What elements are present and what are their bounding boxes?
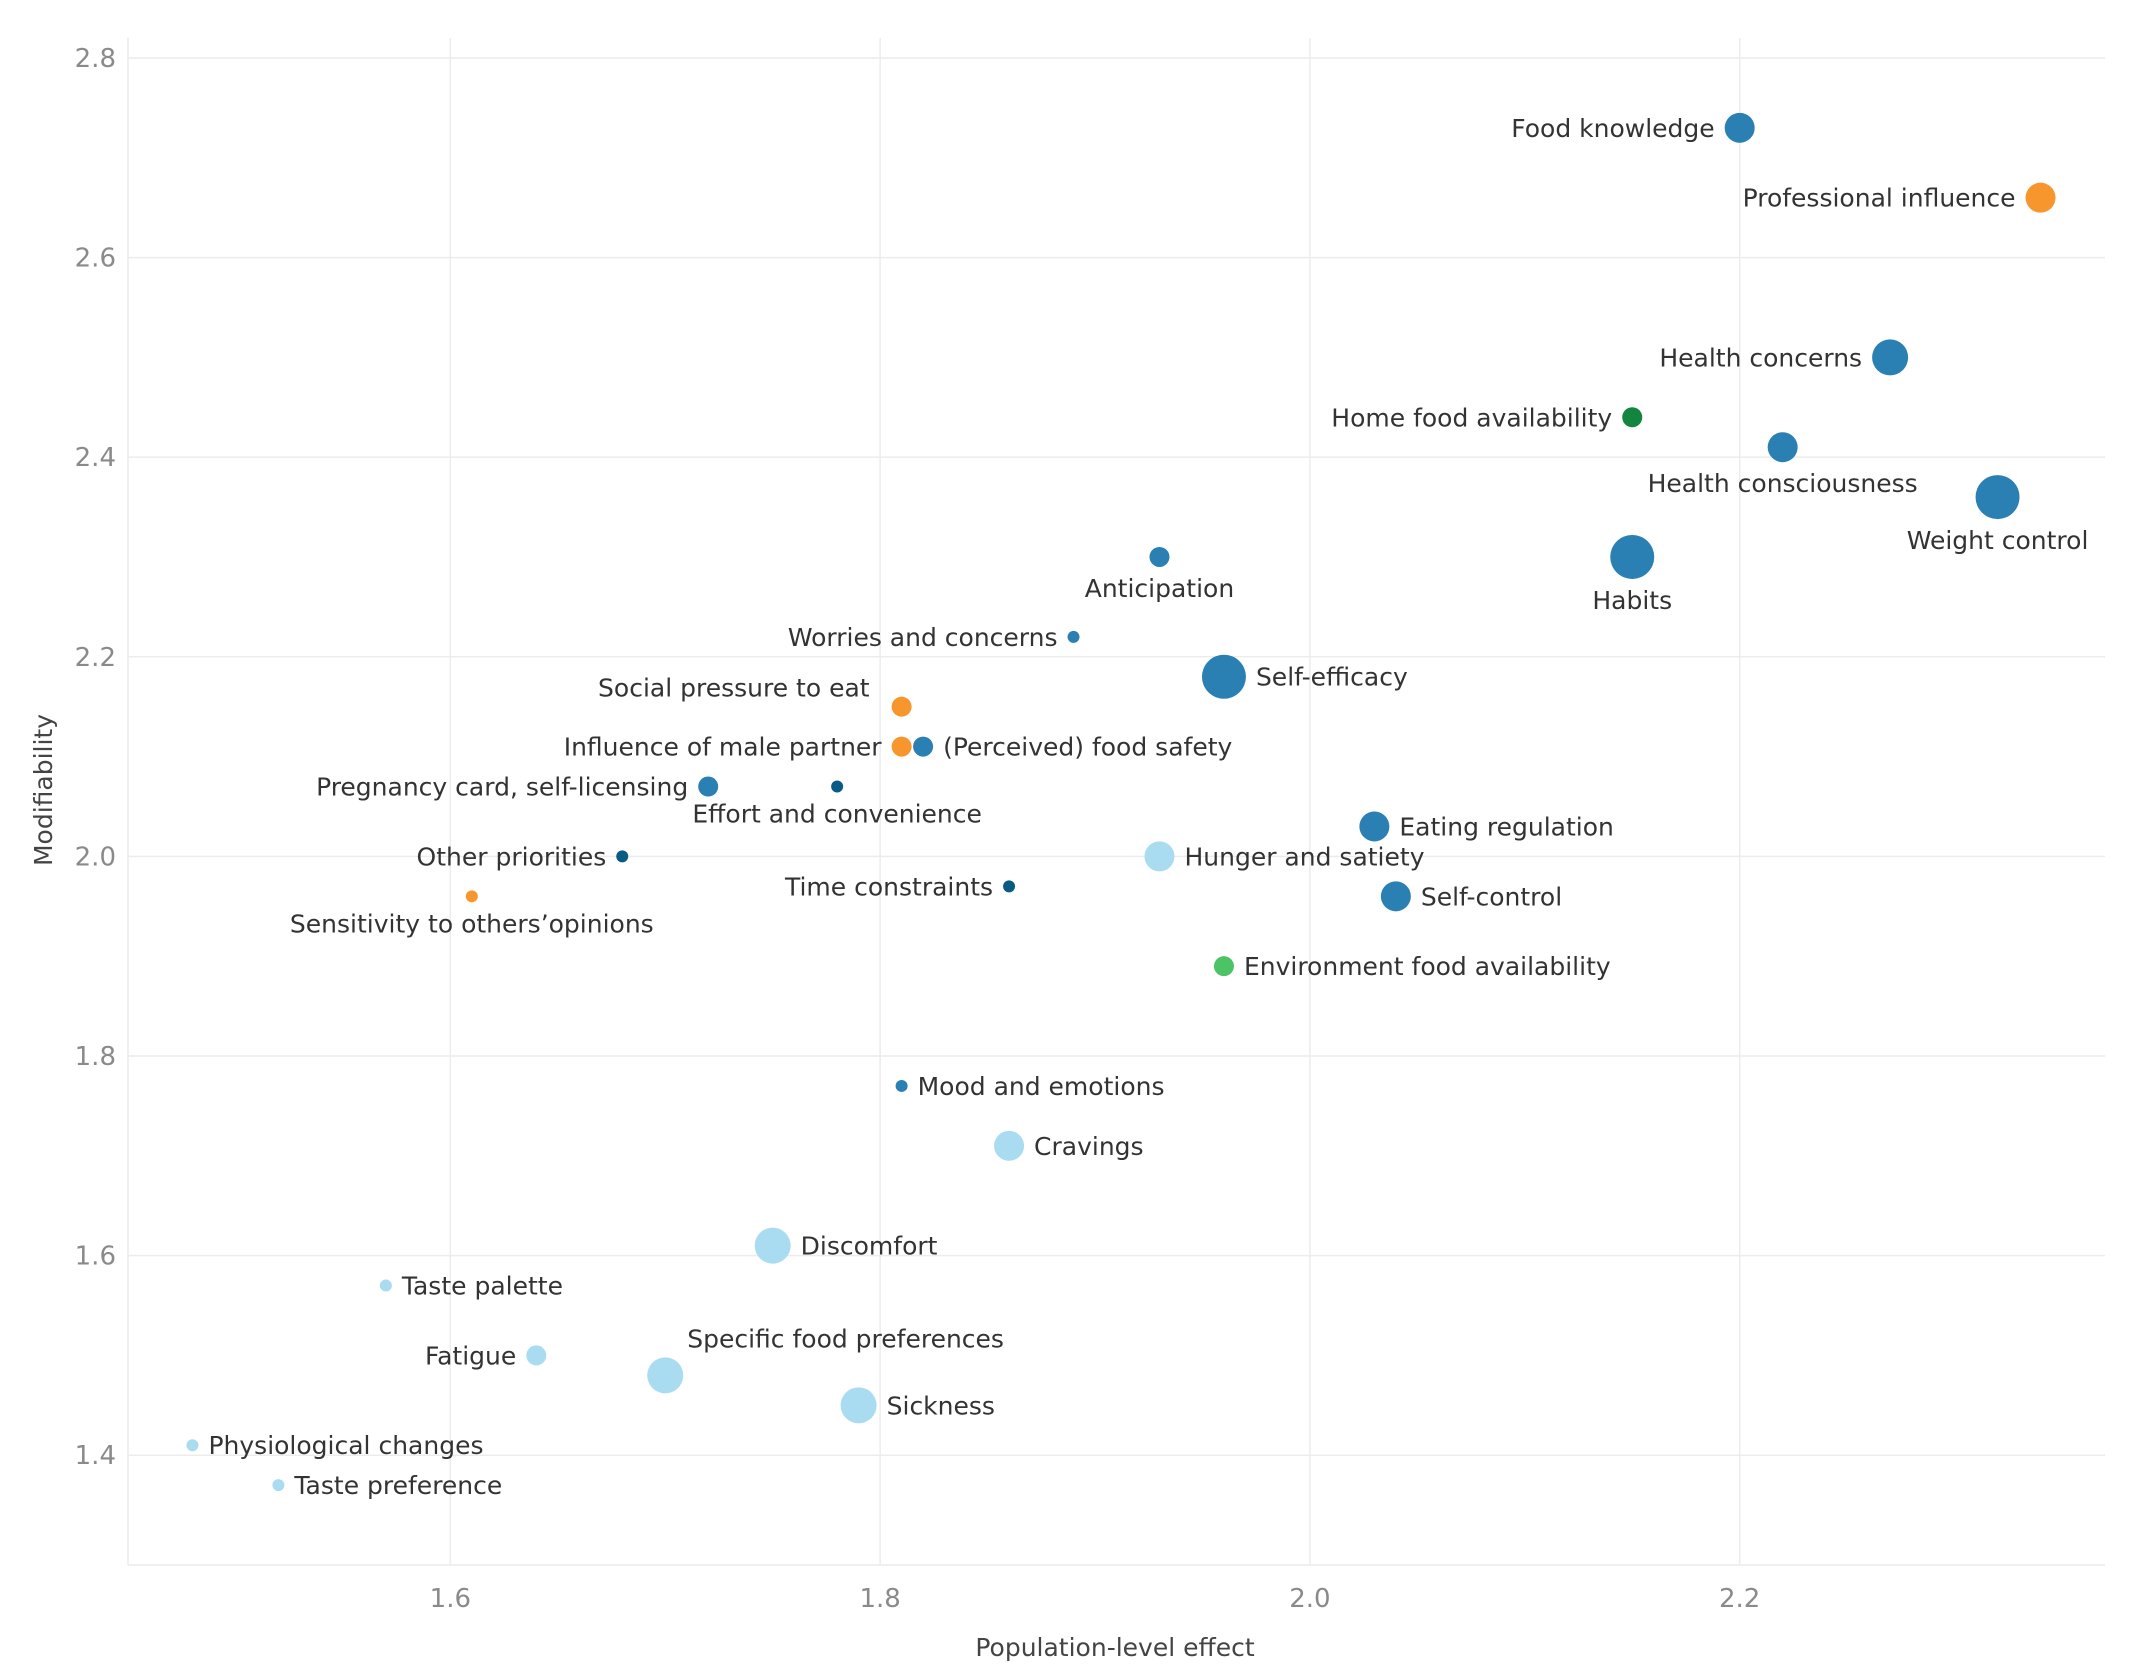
data-point [1213, 956, 1234, 977]
point-label: Influence of male partner [564, 733, 883, 762]
point-label: Worries and concerns [788, 623, 1058, 652]
data-point [1767, 432, 1798, 463]
point-label: Effort and convenience [692, 800, 982, 829]
y-tick-label: 1.4 [75, 1441, 116, 1471]
point-label: Food knowledge [1511, 114, 1714, 143]
point-label: Self-efficacy [1256, 663, 1408, 692]
data-point [1144, 841, 1175, 872]
y-tick-label: 2.6 [75, 244, 116, 274]
point-label: Eating regulation [1399, 812, 1614, 841]
point-label: Fatigue [425, 1341, 516, 1370]
point-label: Anticipation [1085, 574, 1234, 603]
data-point [616, 850, 629, 863]
data-point [1359, 811, 1390, 842]
x-tick-label: 2.0 [1289, 1584, 1330, 1614]
data-point [913, 736, 934, 757]
axis-ticks: 1.6 1.8 2.0 2.2 1.4 1.6 1.8 2.0 2.2 2.4 2.6 2.8 [75, 44, 1761, 1614]
point-label: Taste preference [293, 1471, 502, 1500]
point-label: Other priorities [417, 842, 607, 871]
point-label: Self-control [1421, 882, 1562, 911]
point-label: Weight control [1907, 526, 2089, 555]
y-tick-label: 2.8 [75, 44, 116, 74]
point-label: Discomfort [801, 1232, 938, 1261]
data-point [1975, 475, 2020, 520]
point-label: (Perceived) food safety [943, 733, 1232, 762]
y-tick-label: 1.8 [75, 1042, 116, 1072]
data-point [994, 1130, 1025, 1161]
point-label: Taste palette [401, 1272, 563, 1301]
data-point [2025, 182, 2056, 213]
data-point [754, 1227, 791, 1264]
point-label: Home food availability [1331, 403, 1612, 432]
point-label: Time constraints [784, 872, 993, 901]
data-point [1201, 654, 1246, 699]
point-label: Hunger and satiety [1184, 842, 1424, 871]
data-point [1003, 880, 1016, 893]
x-axis-title: Population-level effect [975, 1633, 1254, 1662]
point-label: Health consciousness [1648, 469, 1918, 498]
gridlines [127, 38, 2105, 1566]
x-tick-label: 2.2 [1719, 1584, 1760, 1614]
data-labels: Food knowledge Professional influence Heal… [208, 114, 2088, 1500]
point-label: Habits [1592, 586, 1672, 615]
data-point [272, 1479, 285, 1492]
point-label: Health concerns [1659, 343, 1862, 372]
data-point [1067, 630, 1080, 643]
data-point [647, 1357, 684, 1394]
y-axis-title: Modifiability [29, 714, 58, 866]
data-point [1380, 881, 1411, 912]
data-point [840, 1387, 877, 1424]
y-tick-label: 2.2 [75, 643, 116, 673]
data-point [1610, 534, 1655, 579]
data-point [1622, 407, 1643, 428]
data-point [1724, 112, 1755, 143]
point-label: Sensitivity to others’opinions [290, 909, 654, 938]
point-label: Sickness [887, 1391, 995, 1420]
point-label: Mood and emotions [918, 1072, 1165, 1101]
y-tick-label: 2.4 [75, 443, 116, 473]
point-label: Physiological changes [208, 1431, 483, 1460]
data-point [895, 1079, 908, 1092]
data-point [891, 736, 912, 757]
x-tick-label: 1.6 [430, 1584, 471, 1614]
data-points [186, 112, 2056, 1492]
data-point [831, 780, 844, 793]
data-point [1149, 546, 1170, 567]
x-tick-label: 1.8 [859, 1584, 900, 1614]
data-point [186, 1439, 199, 1452]
data-point [698, 776, 719, 797]
point-label: Professional influence [1743, 184, 2016, 213]
data-point [1872, 339, 1909, 376]
point-label: Cravings [1034, 1132, 1144, 1161]
y-tick-label: 2.0 [75, 842, 116, 872]
point-label: Environment food availability [1244, 952, 1611, 981]
point-label: Social pressure to eat [598, 674, 870, 703]
data-point [379, 1279, 392, 1292]
point-label: Specific food preferences [687, 1324, 1004, 1353]
data-point [465, 890, 478, 903]
data-point [526, 1345, 547, 1366]
y-tick-label: 1.6 [75, 1242, 116, 1272]
data-point [891, 696, 912, 717]
point-label: Pregnancy card, self-licensing [316, 773, 688, 802]
